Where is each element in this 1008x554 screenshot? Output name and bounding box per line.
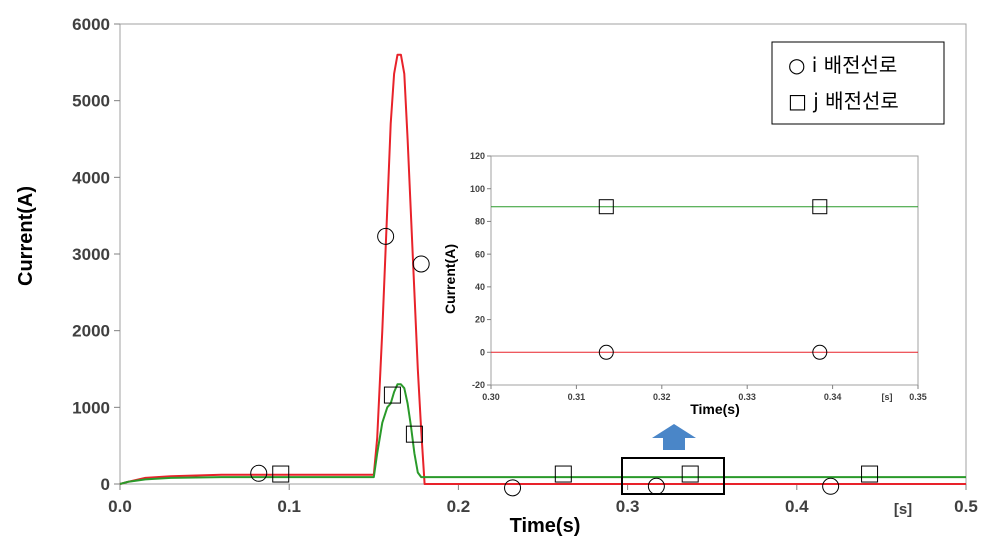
inset-axis-ticks: 0.30 0.31 0.32 0.33 0.34 0.35 -20 0 20 40 60 80 100 1… xyxy=(470,151,927,402)
main-marker-square xyxy=(272,465,290,483)
inset-y-axis-title: Current(A) xyxy=(442,244,458,314)
inset-x-tick-label: 0.32 xyxy=(653,392,671,402)
inset-marker-circle xyxy=(598,344,614,360)
inset-x-tick-label: 0.33 xyxy=(738,392,756,402)
main-y-tick-label: 4000 xyxy=(72,168,110,187)
inset-x-tick-label: 0.31 xyxy=(568,392,586,402)
main-marker-circle xyxy=(377,227,395,245)
inset-x-tick-label: 0.35 xyxy=(909,392,927,402)
main-marker-square xyxy=(405,425,423,443)
main-marker-circle xyxy=(250,464,268,482)
legend-entry-i: ○ i 배전선로 xyxy=(788,53,897,77)
legend-box xyxy=(771,41,945,125)
inset-y-tick-label: -20 xyxy=(472,380,485,390)
main-x-tick-label: 0.1 xyxy=(277,497,301,516)
inset-y-tick-label: 20 xyxy=(475,315,485,325)
legend-entry-j: □ j 배전선로 xyxy=(788,89,899,113)
inset-y-tick-label: 100 xyxy=(470,184,485,194)
inset-marker-circle xyxy=(812,344,828,360)
main-x-tick-label: 0.5 xyxy=(954,497,978,516)
inset-y-tick-label: 0 xyxy=(480,347,485,357)
inset-markers-group xyxy=(598,199,828,360)
inset-y-tick-label: 80 xyxy=(475,217,485,227)
main-marker-square xyxy=(861,465,879,483)
inset-x-axis-title: Time(s) xyxy=(690,401,740,417)
inset-y-tick-label: 120 xyxy=(470,151,485,161)
main-x-tick-label: 0.0 xyxy=(108,497,132,516)
main-marker-square xyxy=(554,465,572,483)
main-x-axis-title: Time(s) xyxy=(510,515,581,537)
inset-marker-square xyxy=(598,199,614,215)
inset-marker-square xyxy=(812,199,828,215)
main-y-tick-label: 1000 xyxy=(72,398,110,417)
main-y-tick-label: 6000 xyxy=(72,15,110,34)
main-marker-square xyxy=(383,386,401,404)
zoom-arrow-icon xyxy=(652,424,696,450)
inset-x-tick-label: 0.34 xyxy=(824,392,842,402)
main-x-tick-label: 0.2 xyxy=(447,497,471,516)
zoom-region-box xyxy=(621,457,725,495)
main-marker-circle xyxy=(504,479,522,497)
main-marker-circle xyxy=(412,255,430,273)
main-y-tick-label: 2000 xyxy=(72,322,110,341)
main-y-axis-title: Current(A) xyxy=(15,186,37,286)
inset-y-tick-label: 60 xyxy=(475,249,485,259)
inset-series-group xyxy=(491,206,918,353)
inset-y-tick-label: 40 xyxy=(475,282,485,292)
main-series-group xyxy=(119,53,966,485)
main-series-line-j xyxy=(119,383,966,485)
main-y-tick-label: 0 xyxy=(101,475,110,494)
main-y-tick-label: 3000 xyxy=(72,245,110,264)
inset-x-tick-label: 0.30 xyxy=(482,392,500,402)
main-x-tick-label: 0.3 xyxy=(616,497,640,516)
inset-x-unit-label: [s] xyxy=(882,392,893,402)
main-x-tick-label: 0.4 xyxy=(785,497,809,516)
main-axis-ticks: 0.0 0.1 0.2 0.3 0.4 0.50100020003000400050006… xyxy=(72,15,978,516)
main-marker-circle xyxy=(822,477,840,495)
main-marker-square xyxy=(681,465,699,483)
main-x-unit-label: [s] xyxy=(894,501,912,518)
main-series-line-i xyxy=(119,53,966,485)
main-markers-group xyxy=(250,227,879,497)
main-marker-circle xyxy=(647,477,665,495)
main-y-tick-label: 5000 xyxy=(72,92,110,111)
inset-plot-area xyxy=(490,155,919,386)
